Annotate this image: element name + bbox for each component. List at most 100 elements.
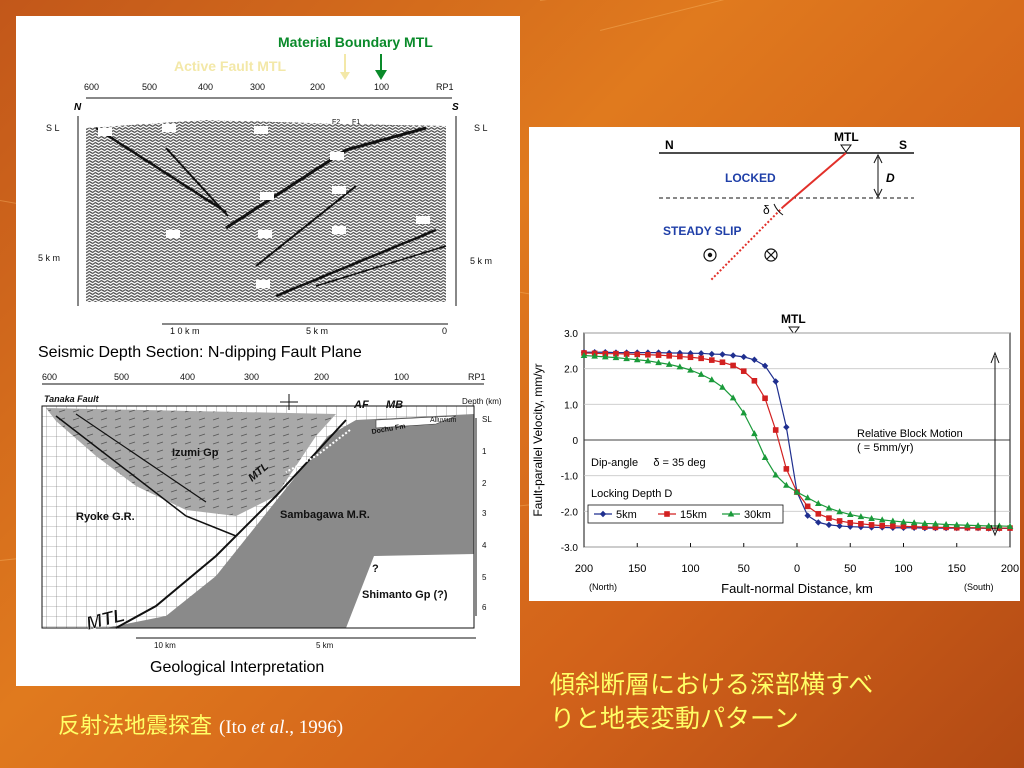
- decorative-line: [540, 0, 1024, 1]
- x-tick-label: 0: [794, 563, 800, 575]
- legend-label: 15km: [680, 509, 707, 521]
- diagram-s-label: S: [899, 138, 907, 152]
- data-point: [858, 521, 864, 527]
- data-point: [623, 355, 630, 362]
- data-point: [868, 514, 875, 521]
- series-30km: [580, 351, 1014, 529]
- data-point: [730, 362, 736, 369]
- sambagawa-label: Sambagawa M.R.: [280, 509, 370, 521]
- data-point: [655, 352, 662, 358]
- dip-angle-arc: [773, 203, 784, 216]
- geology-caption: Geological Interpretation: [150, 659, 324, 676]
- data-point: [900, 518, 907, 525]
- x-tick-label: 50: [844, 563, 856, 575]
- svg-text:100: 100: [394, 372, 409, 382]
- af-label: AF: [353, 399, 369, 411]
- left-title-jp: 反射法地震探査: [58, 714, 213, 739]
- active-fault-label: Active Fault MTL: [174, 58, 286, 74]
- geology-cross-section: [41, 405, 475, 629]
- seismic-north-label: N: [74, 102, 82, 113]
- fault-f-labels: F2 F1: [332, 119, 360, 126]
- data-point: [804, 494, 811, 501]
- data-point: [942, 521, 950, 528]
- data-point: [815, 511, 822, 517]
- svg-text:200: 200: [310, 82, 325, 92]
- svg-text:5 k m: 5 k m: [306, 326, 328, 336]
- data-point: [815, 499, 822, 506]
- data-point: [644, 357, 652, 364]
- data-point: [974, 522, 982, 529]
- north-label: (North): [589, 582, 617, 592]
- left-slide-title: 反射法地震探査 (Ito et al., 1996): [58, 708, 343, 740]
- alluvium-label: Alluvium: [430, 417, 457, 424]
- data-point: [719, 359, 726, 366]
- data-point: [709, 357, 715, 363]
- legend-label: 5km: [616, 509, 637, 521]
- diagram-mtl-marker: [840, 144, 852, 153]
- svg-text:3: 3: [482, 509, 487, 518]
- data-point: [783, 481, 790, 488]
- data-point: [761, 453, 769, 460]
- data-point: [612, 354, 620, 361]
- svg-text:500: 500: [114, 372, 129, 382]
- data-point: [676, 363, 684, 370]
- south-label: (South): [964, 582, 994, 592]
- citation: (Ito et al., 1996): [219, 717, 344, 738]
- svg-text:1: 1: [482, 447, 487, 456]
- fault-model-diagram: MTL N S LOCKED D δ STEADY SLIP: [659, 130, 914, 281]
- svg-text:1 0 k m: 1 0 k m: [170, 326, 200, 336]
- chart-mtl-marker: [788, 326, 800, 335]
- active-fault-arrow-head: [340, 72, 350, 80]
- data-point: [634, 351, 641, 358]
- svg-text:F2: F2: [332, 119, 340, 126]
- data-point: [740, 409, 748, 416]
- svg-text:500: 500: [142, 82, 157, 92]
- data-point: [727, 510, 735, 517]
- svg-text:100: 100: [374, 82, 389, 92]
- y-tick-label: 0: [572, 436, 578, 447]
- data-point: [580, 351, 588, 358]
- data-point: [932, 520, 939, 527]
- data-point: [655, 359, 662, 366]
- left-figure: Material Boundary MTL Active Fault MTL 6…: [38, 34, 502, 676]
- chart-mtl-label: MTL: [781, 312, 806, 326]
- svg-text:5 km: 5 km: [316, 641, 334, 650]
- right-figure: MTL N S LOCKED D δ STEADY SLIP MTL 3.0 2.…: [531, 130, 1019, 596]
- data-point: [719, 383, 726, 390]
- data-point: [602, 353, 609, 360]
- right-figure-panel: MTL N S LOCKED D δ STEADY SLIP MTL 3.0 2.…: [529, 127, 1020, 601]
- data-point: [879, 522, 885, 529]
- depth-d-label: D: [886, 171, 895, 185]
- geology-top-axis: 600 500 400 300 200 100 RP1: [42, 372, 486, 385]
- seismic-top-axis: 600 500 400 300 200 100 RP1: [84, 82, 454, 99]
- svg-text:300: 300: [250, 82, 265, 92]
- data-point: [666, 353, 672, 359]
- svg-text:600: 600: [42, 372, 57, 382]
- izumi-label: Izumi Gp: [172, 447, 219, 459]
- right-title-line-2: りと地表変動パターン: [550, 704, 799, 733]
- svg-text:10 km: 10 km: [154, 641, 176, 650]
- data-point: [613, 350, 619, 357]
- x-tick-label: 100: [681, 563, 699, 575]
- relative-motion-label-2: ( = 5mm/yr): [857, 442, 914, 454]
- diagram-n-label: N: [665, 138, 674, 152]
- y-tick-label: 1.0: [564, 400, 578, 411]
- seismic-south-label: S: [452, 102, 459, 113]
- data-point: [623, 351, 630, 357]
- x-tick-label: 150: [628, 563, 646, 575]
- data-point: [729, 394, 737, 401]
- x-tick-label: 200: [575, 563, 593, 575]
- svg-text:2: 2: [482, 479, 487, 488]
- locking-depth-label: Locking Depth D: [591, 488, 672, 500]
- data-point: [825, 504, 833, 511]
- data-point: [953, 524, 960, 531]
- svg-text:600: 600: [84, 82, 99, 92]
- svg-text:200: 200: [314, 372, 329, 382]
- relative-motion-label-1: Relative Block Motion: [857, 428, 963, 440]
- data-point: [783, 423, 790, 431]
- x-tick-label: 50: [738, 563, 750, 575]
- y-tick-label: 2.0: [564, 365, 578, 376]
- data-point: [664, 511, 670, 517]
- svg-text:300: 300: [244, 372, 259, 382]
- y-tick-label: -3.0: [561, 543, 579, 554]
